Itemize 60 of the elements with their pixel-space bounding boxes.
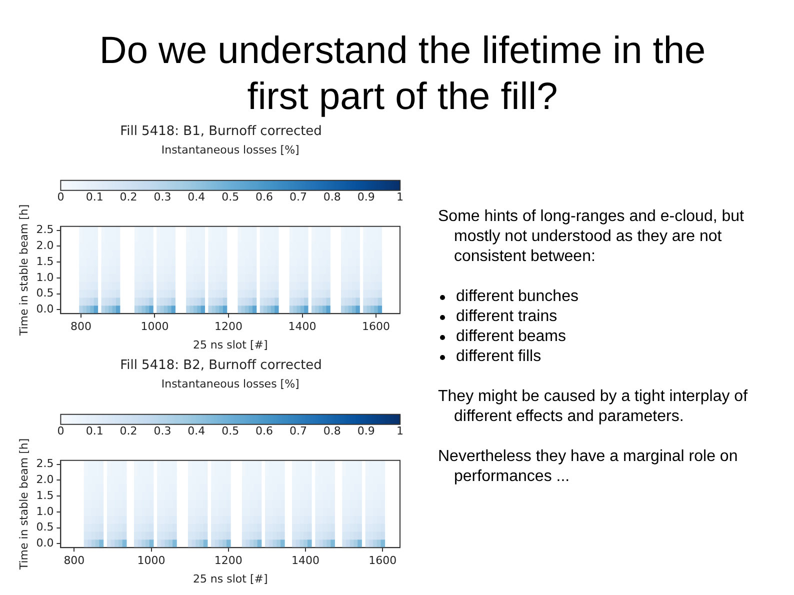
text: different beams bbox=[456, 328, 566, 345]
x-tick-label: 800 bbox=[70, 320, 92, 334]
x-tick-label: 1600 bbox=[362, 320, 390, 334]
x-tick-label: 800 bbox=[64, 554, 85, 568]
color-bar-title: Instantaneous losses [%] bbox=[161, 377, 300, 390]
chart-title: Fill 5418: B1, Burnoff corrected bbox=[119, 124, 323, 140]
chart-title: Fill 5418: B2, Burnoff corrected bbox=[119, 358, 323, 374]
color-bar-label: 0.8 bbox=[323, 190, 341, 204]
color-bar-label: 0.3 bbox=[154, 190, 172, 204]
y-tick-label: 0.0 bbox=[36, 536, 54, 550]
text: different bunches bbox=[456, 288, 578, 305]
color-bar-label: 0 bbox=[57, 190, 64, 204]
y-tick-label: 2.0 bbox=[36, 239, 54, 252]
y-tick-label: 0.5 bbox=[36, 520, 54, 534]
y-tick-label: 0.0 bbox=[36, 302, 54, 316]
color-bar-title: Instantaneous losses [%] bbox=[161, 143, 300, 156]
y-axis-title: Time in stable beam [h] bbox=[17, 204, 30, 337]
color-bar-label: 0.8 bbox=[323, 424, 341, 438]
y-tick-label: 1.0 bbox=[36, 270, 54, 284]
color-bar-label: 0.4 bbox=[188, 424, 206, 438]
y-tick-label: 1.0 bbox=[36, 504, 54, 518]
x-tick-label: 1200 bbox=[214, 554, 242, 568]
y-tick-label: 1.5 bbox=[36, 254, 54, 268]
color-bar-label: 0 bbox=[57, 424, 64, 438]
y-tick-label: 2.0 bbox=[36, 473, 54, 486]
color-bar-label: 1 bbox=[396, 190, 404, 204]
color-bar-label: 0.5 bbox=[222, 190, 240, 204]
text: different fills bbox=[456, 348, 542, 365]
color-bar-label: 0.3 bbox=[154, 424, 172, 438]
color-bar-label: 0.7 bbox=[289, 190, 307, 204]
color-bar-label: 0.7 bbox=[289, 424, 307, 438]
color-bar-label: 0.6 bbox=[256, 190, 274, 204]
x-tick-label: 1200 bbox=[214, 320, 243, 334]
color-bar-label: 0.1 bbox=[86, 424, 104, 438]
color-bar-label: 0.6 bbox=[256, 424, 274, 438]
color-bar-label: 0.5 bbox=[222, 424, 240, 438]
color-bar-label: 1 bbox=[396, 424, 404, 438]
color-bar-label: 0.2 bbox=[120, 424, 138, 438]
x-tick-label: 1600 bbox=[368, 554, 397, 568]
color-bar-label: 0.9 bbox=[357, 190, 375, 204]
y-tick-label: 2.5 bbox=[36, 457, 54, 470]
color-bar-label: 0.9 bbox=[357, 424, 375, 438]
x-tick-label: 1000 bbox=[140, 320, 169, 334]
text: Nevertheless they have a marginal role on performances ... bbox=[438, 447, 739, 487]
text: They might be caused by a tight interplay of different effects and parameters. bbox=[438, 387, 749, 427]
text: Do we understand the lifetime in the first part of the fill? bbox=[98, 29, 707, 120]
text: Some hints of long-ranges and e-cloud, but mostly not understood as they are not consistent between: bbox=[438, 207, 745, 267]
color-bar-label: 0.1 bbox=[86, 190, 104, 204]
x-tick-label: 1000 bbox=[137, 554, 166, 568]
y-tick-label: 2.5 bbox=[36, 223, 54, 236]
color-bar-label: 0.2 bbox=[120, 190, 138, 204]
y-axis-title: Time in stable beam [h] bbox=[17, 438, 30, 571]
text: different trains bbox=[456, 308, 558, 325]
x-axis-title: 25 ns slot [#] bbox=[192, 572, 268, 586]
x-tick-label: 1400 bbox=[292, 554, 320, 568]
x-axis-title: 25 ns slot [#] bbox=[192, 338, 268, 352]
y-tick-label: 1.5 bbox=[36, 488, 54, 502]
y-tick-label: 0.5 bbox=[36, 286, 54, 300]
x-tick-label: 1400 bbox=[288, 320, 316, 334]
color-bar-label: 0.4 bbox=[188, 190, 206, 204]
